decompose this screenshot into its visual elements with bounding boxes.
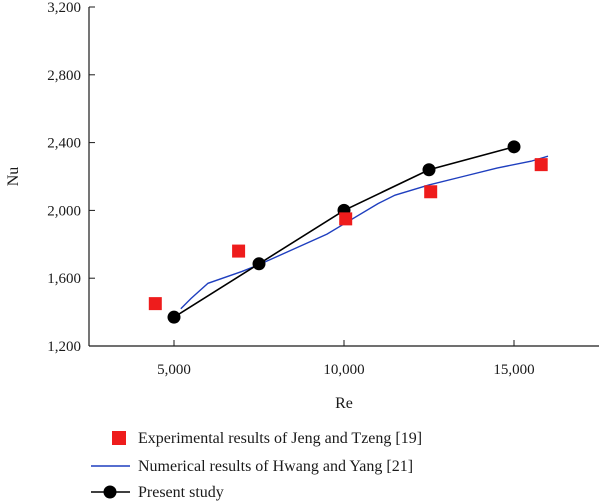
- y-tick-label: 3,200: [47, 0, 81, 16]
- x-tick-label: 10,000: [323, 362, 364, 378]
- y-axis-label: Nu: [5, 167, 22, 187]
- y-tick-label: 1,200: [47, 339, 81, 355]
- experimental-point: [148, 297, 162, 311]
- y-tick-label: 2,400: [47, 136, 81, 152]
- present-study-point: [167, 310, 181, 324]
- present-study-series-line: [173, 146, 515, 318]
- x-tick-label: 5,000: [157, 362, 191, 378]
- legend: Experimental results of Jeng and Tzeng […: [91, 430, 422, 501]
- x-axis-label: Re: [335, 395, 353, 412]
- axis-ticks: 1,200 1,600 2,000 2,400 2,800 3,200 5,000 10,00…: [47, 0, 534, 378]
- experimental-point: [534, 158, 548, 172]
- plot-marks: [148, 140, 549, 324]
- y-tick-label: 2,000: [47, 203, 81, 219]
- legend-swatch-experimental: [112, 431, 126, 445]
- plot-axes: [88, 7, 599, 347]
- numerical-series-line: [180, 155, 549, 310]
- experimental-point: [232, 244, 246, 258]
- legend-label-present: Present study: [138, 484, 224, 501]
- legend-label-numerical: Numerical results of Hwang and Yang [21]: [138, 458, 413, 475]
- present-study-point: [507, 140, 521, 154]
- y-tick-label: 2,800: [47, 68, 81, 84]
- present-study-point: [252, 257, 266, 271]
- y-tick-label: 1,600: [47, 271, 81, 287]
- legend-swatch-present-marker: [103, 485, 117, 499]
- present-study-point: [422, 163, 436, 177]
- experimental-point: [339, 212, 353, 226]
- experimental-point: [424, 185, 438, 199]
- legend-label-experimental: Experimental results of Jeng and Tzeng […: [138, 430, 422, 447]
- x-tick-label: 15,000: [493, 362, 534, 378]
